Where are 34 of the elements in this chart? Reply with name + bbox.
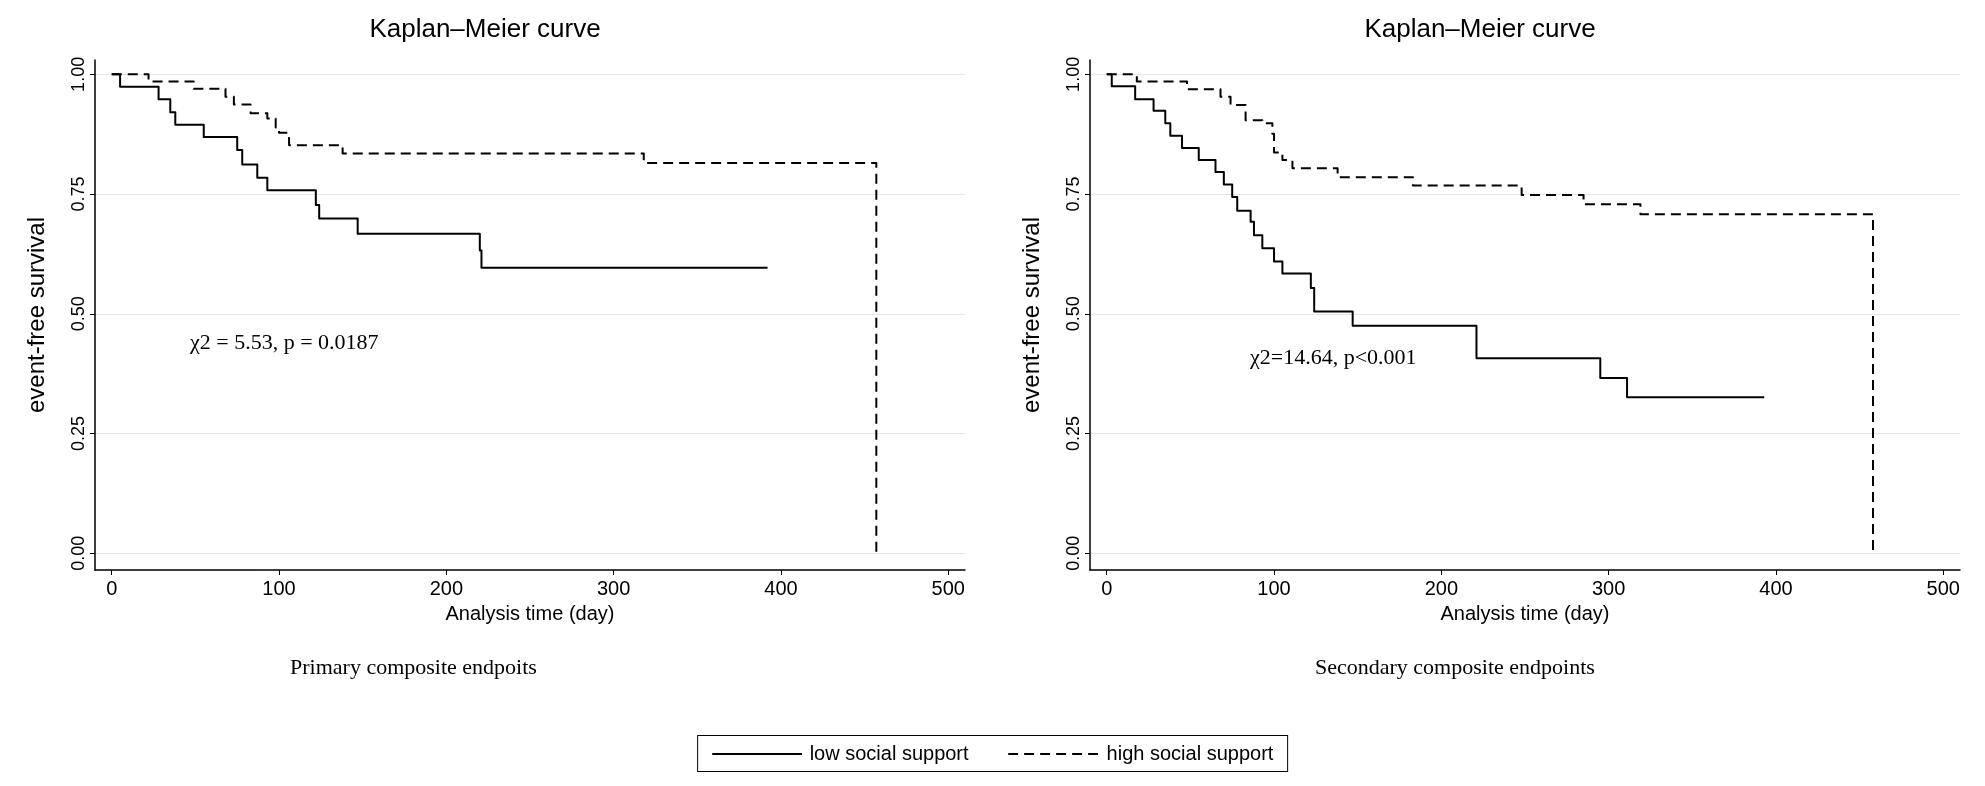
x-tick-label: 200 xyxy=(1424,577,1459,599)
x-tick-label: 300 xyxy=(1591,577,1626,599)
y-tick-label: 1.00 xyxy=(68,56,88,92)
x-tick-label: 0 xyxy=(106,577,118,599)
y-tick-label: 0.75 xyxy=(68,176,88,212)
x-tick-label: 100 xyxy=(1257,577,1291,599)
y-tick-label: 0.25 xyxy=(1063,416,1083,452)
y-tick-label: 1.00 xyxy=(1063,56,1083,92)
y-tick-label: 0.50 xyxy=(68,296,88,332)
x-tick-label: 0 xyxy=(1101,577,1113,599)
legend-label: low social support xyxy=(809,742,969,765)
annotation: χ2=14.64, p<0.001 xyxy=(1249,343,1417,369)
y-tick-label: 0.75 xyxy=(1063,176,1083,212)
y-axis-title: event-free survival xyxy=(21,216,49,414)
x-tick-label: 400 xyxy=(764,577,798,599)
y-tick-label: 0.00 xyxy=(1063,535,1083,571)
annotation: χ2 = 5.53, p = 0.0187 xyxy=(189,328,379,354)
x-tick-label: 400 xyxy=(1759,577,1793,599)
chart-title: Kaplan–Meier curve xyxy=(1364,13,1596,43)
text: Primary composite endpoits xyxy=(290,653,537,679)
x-tick-label: 300 xyxy=(596,577,631,599)
y-tick-label: 0.25 xyxy=(68,416,88,452)
x-tick-label: 100 xyxy=(262,577,296,599)
x-axis-title: Analysis time (day) xyxy=(1440,601,1610,624)
x-axis-title: Analysis time (day) xyxy=(445,601,615,624)
legend-label: high social support xyxy=(1106,742,1274,765)
x-tick-label: 500 xyxy=(931,577,965,599)
text: Secondary composite endpoints xyxy=(1315,653,1595,679)
x-tick-label: 500 xyxy=(1926,577,1960,599)
x-tick-label: 200 xyxy=(429,577,464,599)
y-tick-label: 0.00 xyxy=(68,535,88,571)
y-axis-title: event-free survival xyxy=(1016,216,1044,414)
y-tick-label: 0.50 xyxy=(1063,296,1083,332)
chart-title: Kaplan–Meier curve xyxy=(369,13,601,43)
